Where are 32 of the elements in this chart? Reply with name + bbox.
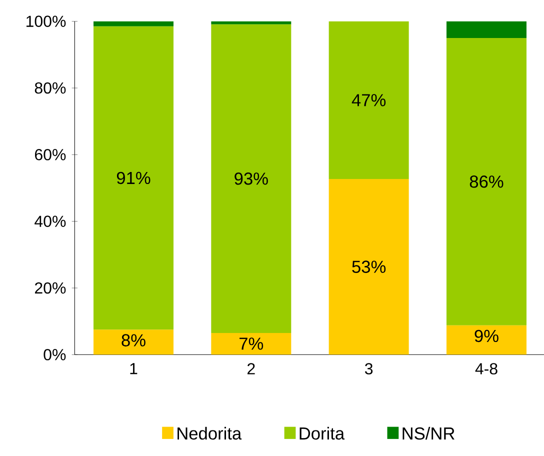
data-label: 9% — [474, 330, 498, 342]
y-tick-label: 0% — [44, 348, 66, 360]
bar — [446, 21, 526, 38]
bar — [211, 21, 292, 24]
bar — [94, 26, 174, 330]
y-tick-label: 80% — [34, 82, 66, 94]
legend-label: Nedorita — [178, 426, 242, 440]
legend-label: Dorita — [300, 426, 345, 440]
bar — [328, 21, 409, 179]
bar — [211, 332, 292, 355]
x-tick-label: 1 — [130, 363, 138, 374]
data-label: 47% — [352, 94, 386, 106]
y-tick-label: 100% — [26, 16, 66, 27]
x-tick-label: 4-8 — [475, 363, 498, 374]
bar — [211, 24, 292, 333]
legend-label: NS/NR — [402, 426, 454, 440]
data-label: 8% — [122, 334, 146, 346]
y-tick-label: 60% — [35, 149, 66, 160]
data-label: 93% — [234, 172, 268, 185]
data-label: 86% — [470, 176, 504, 188]
x-tick-label: 3 — [364, 363, 373, 374]
y-tick-label: 20% — [34, 282, 66, 294]
bar — [328, 178, 409, 355]
y-tick-label: 40% — [34, 216, 66, 227]
data-label: 91% — [116, 172, 150, 184]
bar — [446, 38, 526, 326]
x-tick-label: 2 — [248, 363, 255, 374]
bar — [446, 325, 526, 355]
bar — [94, 21, 174, 26]
data-label: 7% — [240, 338, 264, 350]
data-label: 53% — [352, 260, 386, 273]
bar — [94, 330, 174, 355]
